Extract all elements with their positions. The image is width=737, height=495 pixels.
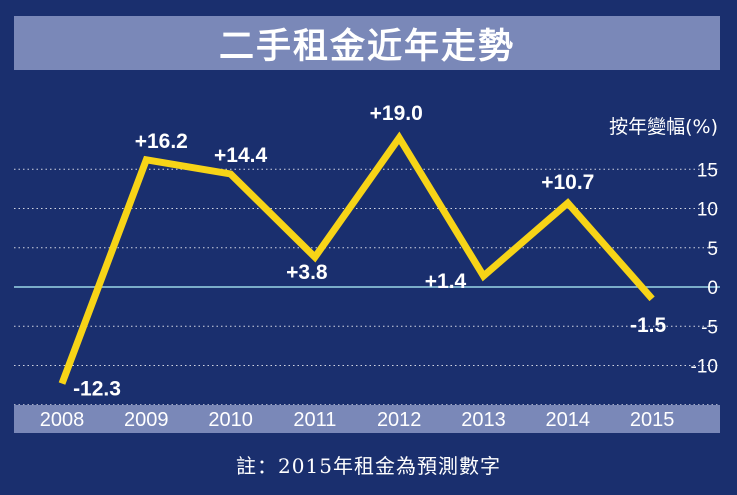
data-label: +1.4 xyxy=(425,270,467,293)
x-tick-label: 2011 xyxy=(293,409,336,431)
y-tick-labels: 15 10 5 0 -5 -10 xyxy=(691,160,718,377)
data-label: +3.8 xyxy=(286,261,328,284)
series-line xyxy=(58,131,655,385)
x-tick-label: 2009 xyxy=(124,409,169,431)
x-tick-label: 2012 xyxy=(377,409,422,431)
y-tick-label: 0 xyxy=(707,278,718,299)
data-labels: -12.3 +16.2 +14.4 +3.8 +19.0 +1.4 +10.7 -1.5 xyxy=(73,102,666,401)
y-tick-label: 15 xyxy=(697,160,718,181)
gridlines xyxy=(14,168,720,406)
x-tick-labels: 2008 2009 2010 2011 2012 2013 2014 2015 xyxy=(40,409,675,431)
data-label: -1.5 xyxy=(630,314,667,337)
data-label: +19.0 xyxy=(370,102,423,125)
data-label: +14.4 xyxy=(214,144,267,167)
y-tick-label: -10 xyxy=(691,357,718,378)
y-tick-label: -5 xyxy=(701,317,718,338)
y-tick-label: 10 xyxy=(697,200,718,221)
data-label: +16.2 xyxy=(135,130,188,153)
x-tick-label: 2013 xyxy=(461,409,506,431)
data-label: -12.3 xyxy=(73,378,121,401)
x-tick-label: 2008 xyxy=(40,409,85,431)
x-tick-label: 2010 xyxy=(208,409,253,431)
data-label: +10.7 xyxy=(541,171,594,194)
x-tick-label: 2014 xyxy=(546,409,591,431)
series-line-path xyxy=(58,131,655,385)
footnote: 註：2015年租金為預測數字 xyxy=(236,454,501,478)
chart-title: 二手租金近年走勢 xyxy=(14,16,720,70)
y-tick-label: 5 xyxy=(707,239,718,260)
x-tick-label: 2015 xyxy=(630,409,675,431)
x-axis-band xyxy=(14,405,720,433)
y-axis-label: 按年變幅(%) xyxy=(609,116,718,138)
